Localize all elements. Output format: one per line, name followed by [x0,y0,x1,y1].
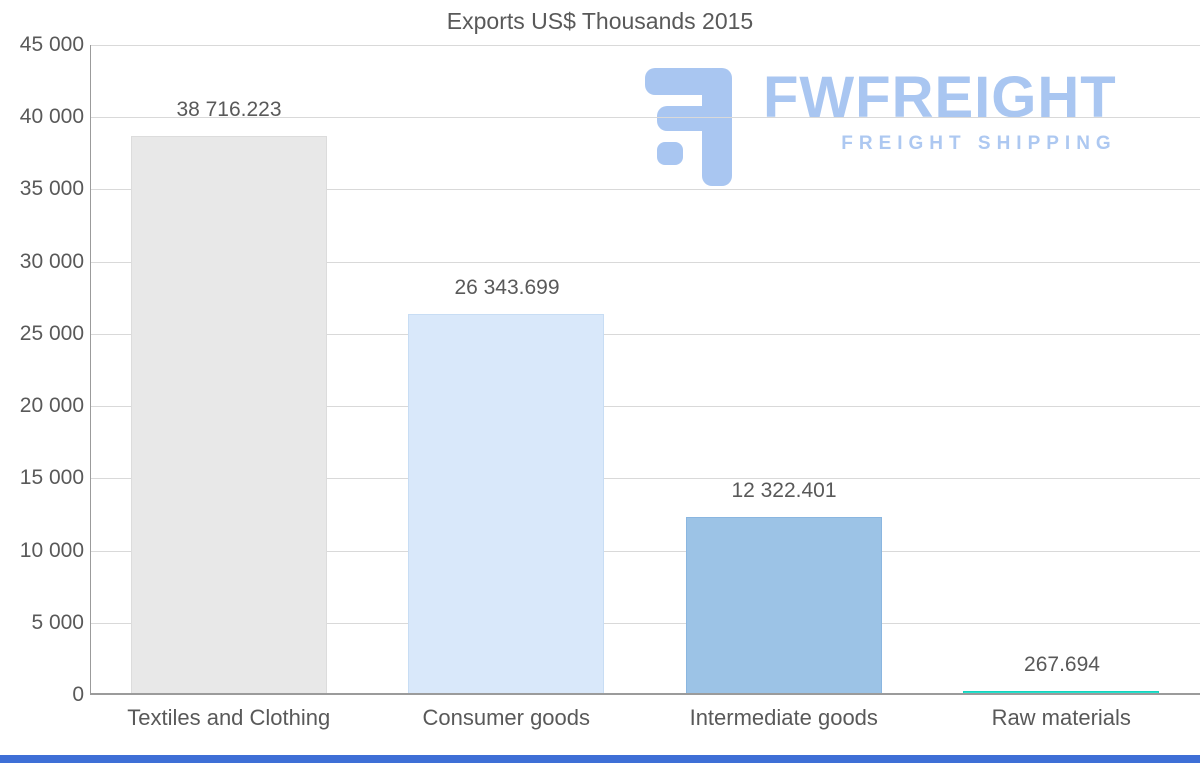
y-axis-line [90,45,91,695]
category-label: Raw materials [991,705,1131,730]
x-axis-line [90,693,1200,695]
bar [686,517,882,695]
y-tick-label: 5 000 [31,611,84,634]
gridline [90,623,1200,624]
gridline [90,189,1200,190]
category-label: Textiles and Clothing [127,705,331,730]
plot-area: 38 716.223 26 343.699 12 322.401 267.694 [90,45,1200,695]
y-tick-label: 20 000 [19,394,84,417]
y-tick-label: 25 000 [19,322,84,345]
bar-value-label: 12 322.401 [731,479,837,502]
category-label: Consumer goods [422,705,591,730]
bar-value-label: 26 343.699 [454,276,560,299]
bar [408,314,604,695]
gridline [90,478,1200,479]
x-axis-labels: Textiles and Clothing Consumer goods Inter… [90,705,1200,731]
gridline [90,406,1200,407]
chart-title: Exports US$ Thousands 2015 [446,8,754,34]
bar-value-label: 38 716.223 [176,98,282,121]
bar-value-label: 267.694 [1024,653,1100,676]
category-label: Intermediate goods [689,705,878,730]
y-tick-label: 15 000 [19,466,84,489]
y-tick-label: 0 [72,683,84,706]
y-axis-labels: 0 5 000 10 000 15 000 20 000 25 000 30 000 35 0… [0,33,84,706]
gridline [90,551,1200,552]
gridline [90,262,1200,263]
bar [131,136,327,695]
y-tick-label: 30 000 [19,250,84,273]
y-tick-label: 45 000 [19,33,84,56]
gridline [90,334,1200,335]
y-tick-label: 35 000 [19,177,84,200]
y-tick-label: 40 000 [19,105,84,128]
footer-bar [0,755,1200,763]
y-tick-label: 10 000 [19,539,84,562]
gridline [90,45,1200,46]
gridline [90,117,1200,118]
